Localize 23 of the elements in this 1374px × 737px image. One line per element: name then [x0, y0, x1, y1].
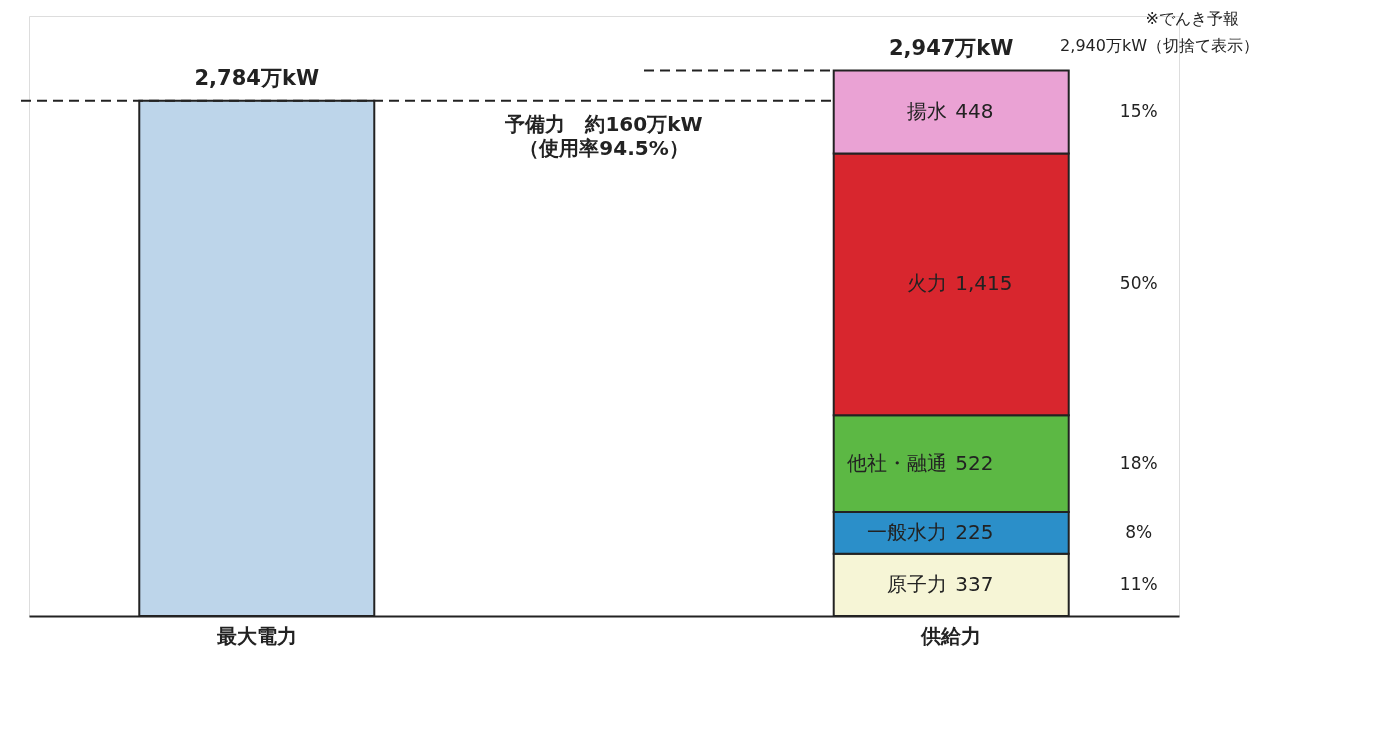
data-label: 225 — [955, 519, 994, 544]
annotation: 8% — [1125, 521, 1153, 542]
annotation: 18% — [1119, 452, 1158, 473]
annotation: 11% — [1119, 573, 1158, 594]
data-label: 522 — [955, 450, 994, 475]
series-label: 一般水力 — [867, 519, 948, 544]
data-label: 448 — [955, 99, 994, 124]
x-tick-label: 最大電力 — [215, 623, 297, 648]
series-label: 原子力 — [887, 571, 948, 596]
text: 2,940万kW（切捨て表示） — [1060, 36, 1259, 55]
text: ※でんき予報 — [1145, 8, 1239, 28]
data-label: 2,784万kW — [194, 65, 320, 90]
annotation: 予備力 約160万kW — [504, 111, 703, 136]
total-label: 2,947万kW — [888, 35, 1014, 60]
annotation: （使用率94.5%） — [519, 135, 689, 160]
annotation: 15% — [1119, 101, 1158, 122]
series-label: 揚水 — [907, 99, 948, 124]
data-label: 1,415 — [955, 271, 1013, 296]
series-label: 他社・融通 — [847, 450, 948, 475]
series-label: 火力 — [907, 271, 948, 296]
data-label: 337 — [955, 571, 994, 596]
annotation: 50% — [1119, 273, 1158, 294]
x-tick-label: 供給力 — [920, 623, 982, 648]
